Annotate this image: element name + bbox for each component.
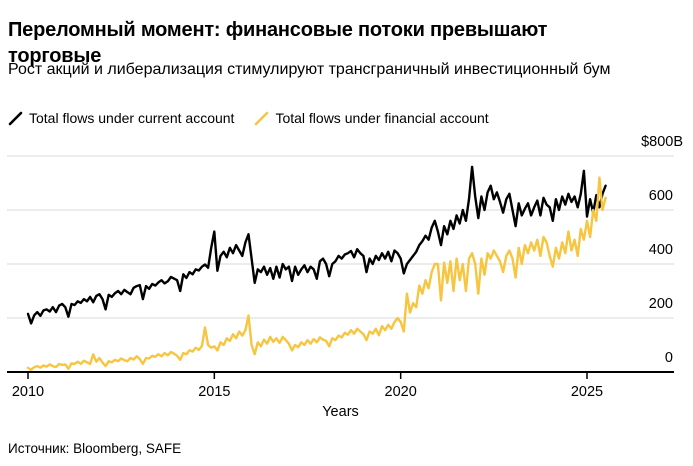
line-swatch-icon	[255, 111, 269, 125]
legend-label: Total flows under financial account	[275, 110, 489, 126]
legend-label: Total flows under current account	[29, 110, 235, 126]
chart-legend: Total flows under current account Total …	[8, 110, 489, 126]
x-axis-title: Years	[322, 404, 359, 420]
x-axis-tick-label: 2025	[571, 384, 603, 400]
chart-svg: $800B 600 400 200 0 2010 2015 2020 2025	[7, 134, 683, 400]
chart-subtitle: Рост акций и либерализация стимулируют т…	[8, 61, 611, 78]
series-line-current-account	[26, 165, 607, 325]
y-axis-tick-label: 0	[665, 350, 673, 366]
series-line-financial-account	[26, 176, 607, 372]
y-axis-tick-label: 200	[649, 296, 673, 312]
chart-area: $800B 600 400 200 0 2010 2015 2020 2025	[0, 134, 693, 400]
y-axis-tick-label: $800B	[641, 134, 683, 150]
chart-title: Переломный момент: финансовые потоки пре…	[8, 19, 548, 68]
legend-marker-line	[255, 111, 269, 125]
legend-item-financial-account: Total flows under financial account	[254, 110, 489, 126]
x-axis-tick-label: 2020	[385, 384, 417, 400]
source-note: Источник: Bloomberg, SAFE	[8, 441, 182, 456]
y-axis-tick-label: 400	[649, 242, 673, 258]
x-axis-tick-label: 2015	[198, 384, 230, 400]
legend-marker-line	[8, 111, 23, 125]
x-axis-tick-label: 2010	[12, 384, 44, 400]
y-axis-tick-label: 600	[649, 188, 673, 204]
line-swatch-icon	[8, 111, 23, 125]
legend-item-current-account: Total flows under current account	[8, 110, 234, 126]
